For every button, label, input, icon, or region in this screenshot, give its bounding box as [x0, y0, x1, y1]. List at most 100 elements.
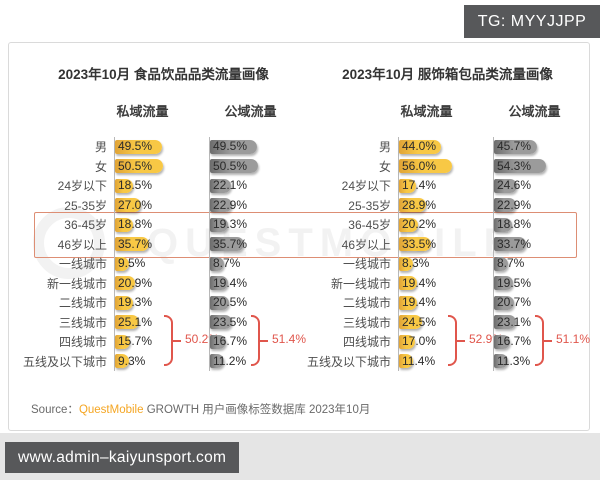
bar-value: 16.7%	[497, 334, 532, 348]
chart-row: 男 49.5% 49.5%	[23, 137, 304, 157]
public-bar-cell: 33.7%	[493, 234, 588, 254]
private-bar	[399, 315, 423, 329]
chart-row: 36-45岁 18.8% 19.3%	[23, 215, 304, 235]
chart-row: 新一线城市 19.4% 19.5%	[307, 273, 588, 293]
bar-value: 20.2%	[402, 217, 437, 231]
bar-value: 23.5%	[213, 314, 248, 329]
bar-value: 19.3%	[118, 295, 153, 309]
private-bar	[115, 256, 129, 271]
chart-row: 女 50.5% 50.5%	[23, 156, 304, 176]
bar-value: 19.4%	[402, 275, 437, 290]
private-bar-cell: 18.5%	[114, 176, 209, 196]
bar-value: 19.4%	[402, 295, 437, 309]
public-bar-cell: 18.8%	[493, 215, 588, 235]
chart-row: 25-35岁 27.0% 22.9%	[23, 195, 304, 215]
bar-value: 8.7%	[213, 256, 241, 270]
chart-row: 三线城市 24.5% 23.1%	[307, 312, 588, 332]
row-label: 四线城市	[58, 335, 107, 350]
sum-bracket-label: 51.1%	[556, 332, 591, 347]
chart-row: 25-35岁 28.9% 22.9%	[307, 195, 588, 215]
private-bar-cell: 20.9%	[114, 273, 209, 293]
panel-rows: 男 44.0% 45.7% 女 56.0% 54.3% 24岁以下 17.4% 24.6% 25-…	[307, 137, 591, 371]
private-bar-cell: 50.5%	[114, 156, 209, 176]
row-label: 25-35岁	[64, 198, 107, 213]
public-bar-cell: 19.5%	[493, 273, 588, 293]
public-bar	[210, 276, 229, 290]
column-header-public: 公域流量	[508, 104, 561, 119]
bar-value: 22.9%	[213, 197, 248, 212]
public-bar	[210, 217, 229, 232]
private-bar-cell: 33.5%	[398, 234, 493, 254]
public-bar	[494, 315, 516, 329]
row-label: 女	[94, 159, 107, 174]
bar-value: 18.8%	[497, 217, 532, 231]
panel-1: 2023年10月 服饰箱包品类流量画像 私域流量 公域流量 男 44.0% 45.7…	[307, 61, 591, 381]
bar-value: 19.5%	[497, 275, 532, 290]
bar-value: 19.4%	[213, 275, 248, 290]
bar-value: 35.7%	[213, 236, 248, 251]
chart-row: 一线城市 9.5% 8.7%	[23, 254, 304, 274]
bar-value: 11.3%	[497, 353, 531, 368]
public-bar-cell: 8.7%	[493, 254, 588, 274]
public-bar-cell: 20.7%	[493, 293, 588, 313]
public-bar	[494, 198, 516, 212]
private-bar-cell: 27.0%	[114, 195, 209, 215]
public-bar-cell: 24.6%	[493, 176, 588, 196]
private-bar	[115, 217, 133, 232]
bar-value: 15.7%	[118, 334, 153, 348]
panel-0: 2023年10月 食品饮品品类流量画像 私域流量 公域流量 男 49.5% 49.5…	[23, 61, 306, 381]
chart-row: 男 44.0% 45.7%	[307, 137, 588, 157]
row-label: 三线城市	[58, 315, 107, 330]
public-bar-cell: 23.1%	[493, 312, 588, 332]
column-header-private: 私域流量	[400, 104, 453, 119]
bar-value: 33.7%	[497, 236, 532, 251]
public-bar-cell: 11.2%	[209, 351, 304, 371]
row-label: 女	[378, 159, 391, 174]
website-url-bar: www.admin–kaiyunsport.com	[5, 442, 240, 473]
private-bar-cell: 49.5%	[114, 137, 209, 157]
private-bar	[115, 198, 141, 212]
chart-row: 新一线城市 20.9% 19.4%	[23, 273, 304, 293]
bar-value: 54.3%	[497, 158, 532, 173]
bar-value: 56.0%	[402, 158, 437, 173]
public-bar	[494, 159, 546, 173]
row-label: 二线城市	[342, 296, 391, 311]
public-bar	[210, 139, 258, 154]
chart-row: 女 56.0% 54.3%	[307, 156, 588, 176]
chart-row: 36-45岁 20.2% 18.8%	[307, 215, 588, 235]
public-bar-cell: 20.5%	[209, 293, 304, 313]
public-bar-cell: 22.9%	[493, 195, 588, 215]
row-label: 46岁以上	[341, 237, 391, 252]
private-bar-cell: 44.0%	[398, 137, 493, 157]
bar-value: 11.4%	[402, 353, 436, 368]
public-bar-cell: 45.7%	[493, 137, 588, 157]
public-bar	[494, 334, 510, 349]
bar-value: 9.3%	[118, 353, 146, 368]
bar-value: 20.9%	[118, 275, 153, 290]
bar-value: 22.9%	[497, 197, 532, 212]
private-bar	[399, 295, 418, 310]
bar-value: 8.3%	[402, 256, 430, 270]
public-bar	[210, 159, 258, 173]
public-bar-cell: 54.3%	[493, 156, 588, 176]
column-header-private: 私域流量	[116, 104, 169, 119]
private-bar	[115, 237, 149, 251]
bar-value: 33.5%	[402, 236, 437, 251]
sum-bracket	[535, 314, 552, 366]
private-bar	[399, 159, 453, 173]
bar-value: 25.1%	[118, 314, 153, 329]
private-bar-cell: 35.7%	[114, 234, 209, 254]
public-bar-cell: 16.7%	[493, 332, 588, 352]
infographic-card: QUESTMOBILE 2023年10月 食品饮品品类流量画像 私域流量 公域流…	[8, 42, 590, 431]
row-label: 五线及以下城市	[23, 354, 108, 369]
row-label: 46岁以上	[57, 237, 107, 252]
private-bar-cell: 56.0%	[398, 156, 493, 176]
bar-value: 17.0%	[402, 334, 437, 348]
public-bar	[210, 315, 233, 329]
telegram-badge: TG: MYYJJPP	[464, 5, 600, 38]
private-bar-cell: 17.4%	[398, 176, 493, 196]
public-bar-cell: 19.3%	[209, 215, 304, 235]
chart-row: 四线城市 17.0% 16.7%	[307, 332, 588, 352]
chart-row: 一线城市 8.3% 8.7%	[307, 254, 588, 274]
private-bar-cell: 25.1%	[114, 312, 209, 332]
